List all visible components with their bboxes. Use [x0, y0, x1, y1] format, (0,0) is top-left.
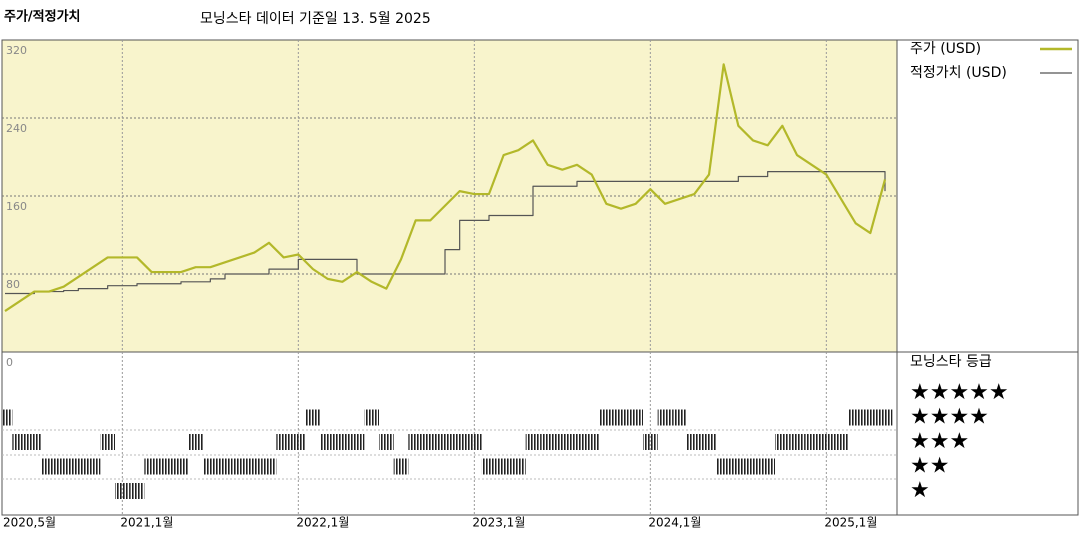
- rating-bar: [525, 434, 541, 450]
- rating-bar: [129, 483, 145, 499]
- legend-label: 적정가치 (USD): [910, 65, 1007, 81]
- legend-label: 주가 (USD): [910, 41, 981, 57]
- series-line: [4, 63, 887, 312]
- rating-bar: [467, 434, 482, 450]
- rating-bar: [349, 434, 365, 450]
- rating-bar: [496, 458, 511, 475]
- rating-bar: [657, 409, 673, 426]
- rating-bar: [364, 409, 379, 426]
- rating-bar: [188, 434, 203, 450]
- rating-bar: [819, 434, 834, 450]
- y-tick-label: 0: [6, 356, 13, 369]
- rating-bar: [41, 458, 57, 475]
- rating-bar: [408, 434, 423, 450]
- rating-bar: [56, 458, 71, 475]
- rating-bar: [745, 458, 761, 475]
- rating-bar: [305, 409, 321, 426]
- rating-bar: [12, 434, 27, 450]
- rating-bar: [863, 409, 878, 426]
- rating-bar: [217, 458, 233, 475]
- rating-bar: [701, 434, 717, 450]
- chart-subtitle: 모닝스타 데이터 기준일 13. 5월 2025: [200, 11, 431, 27]
- rating-bar: [789, 434, 805, 450]
- rating-bar: [804, 434, 819, 450]
- rating-bar: [115, 483, 130, 499]
- rating-bar: [599, 409, 614, 426]
- rating-bar: [276, 434, 291, 450]
- rating-level: ★★: [910, 454, 949, 479]
- rating-bar: [848, 409, 863, 426]
- chart-title: 주가/적정가치: [4, 9, 81, 25]
- rating-level: ★★★★: [910, 405, 989, 430]
- rating-bar: [481, 458, 497, 475]
- x-tick-label: 2023,1월: [472, 516, 525, 530]
- rating-bar: [437, 434, 453, 450]
- x-tick-label: 2020,5월: [3, 516, 56, 530]
- frame: [1, 39, 1079, 516]
- rating-bar: [232, 458, 247, 475]
- rating-bar: [643, 434, 658, 450]
- rating-bar: [144, 458, 159, 475]
- x-tick-label: 2021,1월: [120, 516, 173, 530]
- rating-bar: [320, 434, 335, 450]
- rating-bar: [511, 458, 526, 475]
- x-tick-label: 2025,1월: [824, 516, 877, 530]
- rating-bar: [100, 434, 115, 450]
- rating-bar: [379, 434, 394, 450]
- rating-level: ★★★★★: [910, 380, 1009, 405]
- rating-bar: [540, 434, 555, 450]
- rating-bar: [731, 458, 746, 475]
- rating-bar: [877, 409, 893, 426]
- rating-bar: [71, 458, 86, 475]
- rating-bar: [775, 434, 790, 450]
- rating-bar: [672, 409, 687, 426]
- rating-title: 모닝스타 등급: [910, 354, 992, 370]
- rating-bar: [393, 458, 409, 475]
- y-tick-label: 320: [6, 44, 27, 57]
- rating-bar: [628, 409, 643, 426]
- rating-bar: [555, 434, 570, 450]
- rating-bar: [687, 434, 702, 450]
- rating-bar: [613, 409, 629, 426]
- rating-bar: [833, 434, 849, 450]
- rating-bar: [85, 458, 101, 475]
- rating-bar: [335, 434, 350, 450]
- y-tick-label: 80: [6, 278, 20, 291]
- rating-rows: [2, 429, 897, 480]
- rating-bar: [261, 458, 277, 475]
- y-tick-label: 240: [6, 122, 27, 135]
- rating-bar: [27, 434, 42, 450]
- rating-level: ★: [910, 478, 930, 503]
- rating-bar: [584, 434, 599, 450]
- x-tick-label: 2022,1월: [296, 516, 349, 530]
- rating-level: ★★★: [910, 429, 969, 454]
- rating-bar: [569, 434, 585, 450]
- rating-bar: [452, 434, 467, 450]
- rating-bar: [423, 434, 438, 450]
- y-tick-label: 160: [6, 200, 27, 213]
- rating-bar: [716, 458, 731, 475]
- rating-bar: [159, 458, 174, 475]
- rating-bar: [760, 458, 775, 475]
- rating-bar: [173, 458, 189, 475]
- rating-bar: [2, 409, 13, 426]
- x-tick-label: 2024,1월: [648, 516, 701, 530]
- series-line: [5, 171, 886, 295]
- rating-bar: [247, 458, 262, 475]
- rating-bar: [291, 434, 306, 450]
- rating-bar: [203, 458, 218, 475]
